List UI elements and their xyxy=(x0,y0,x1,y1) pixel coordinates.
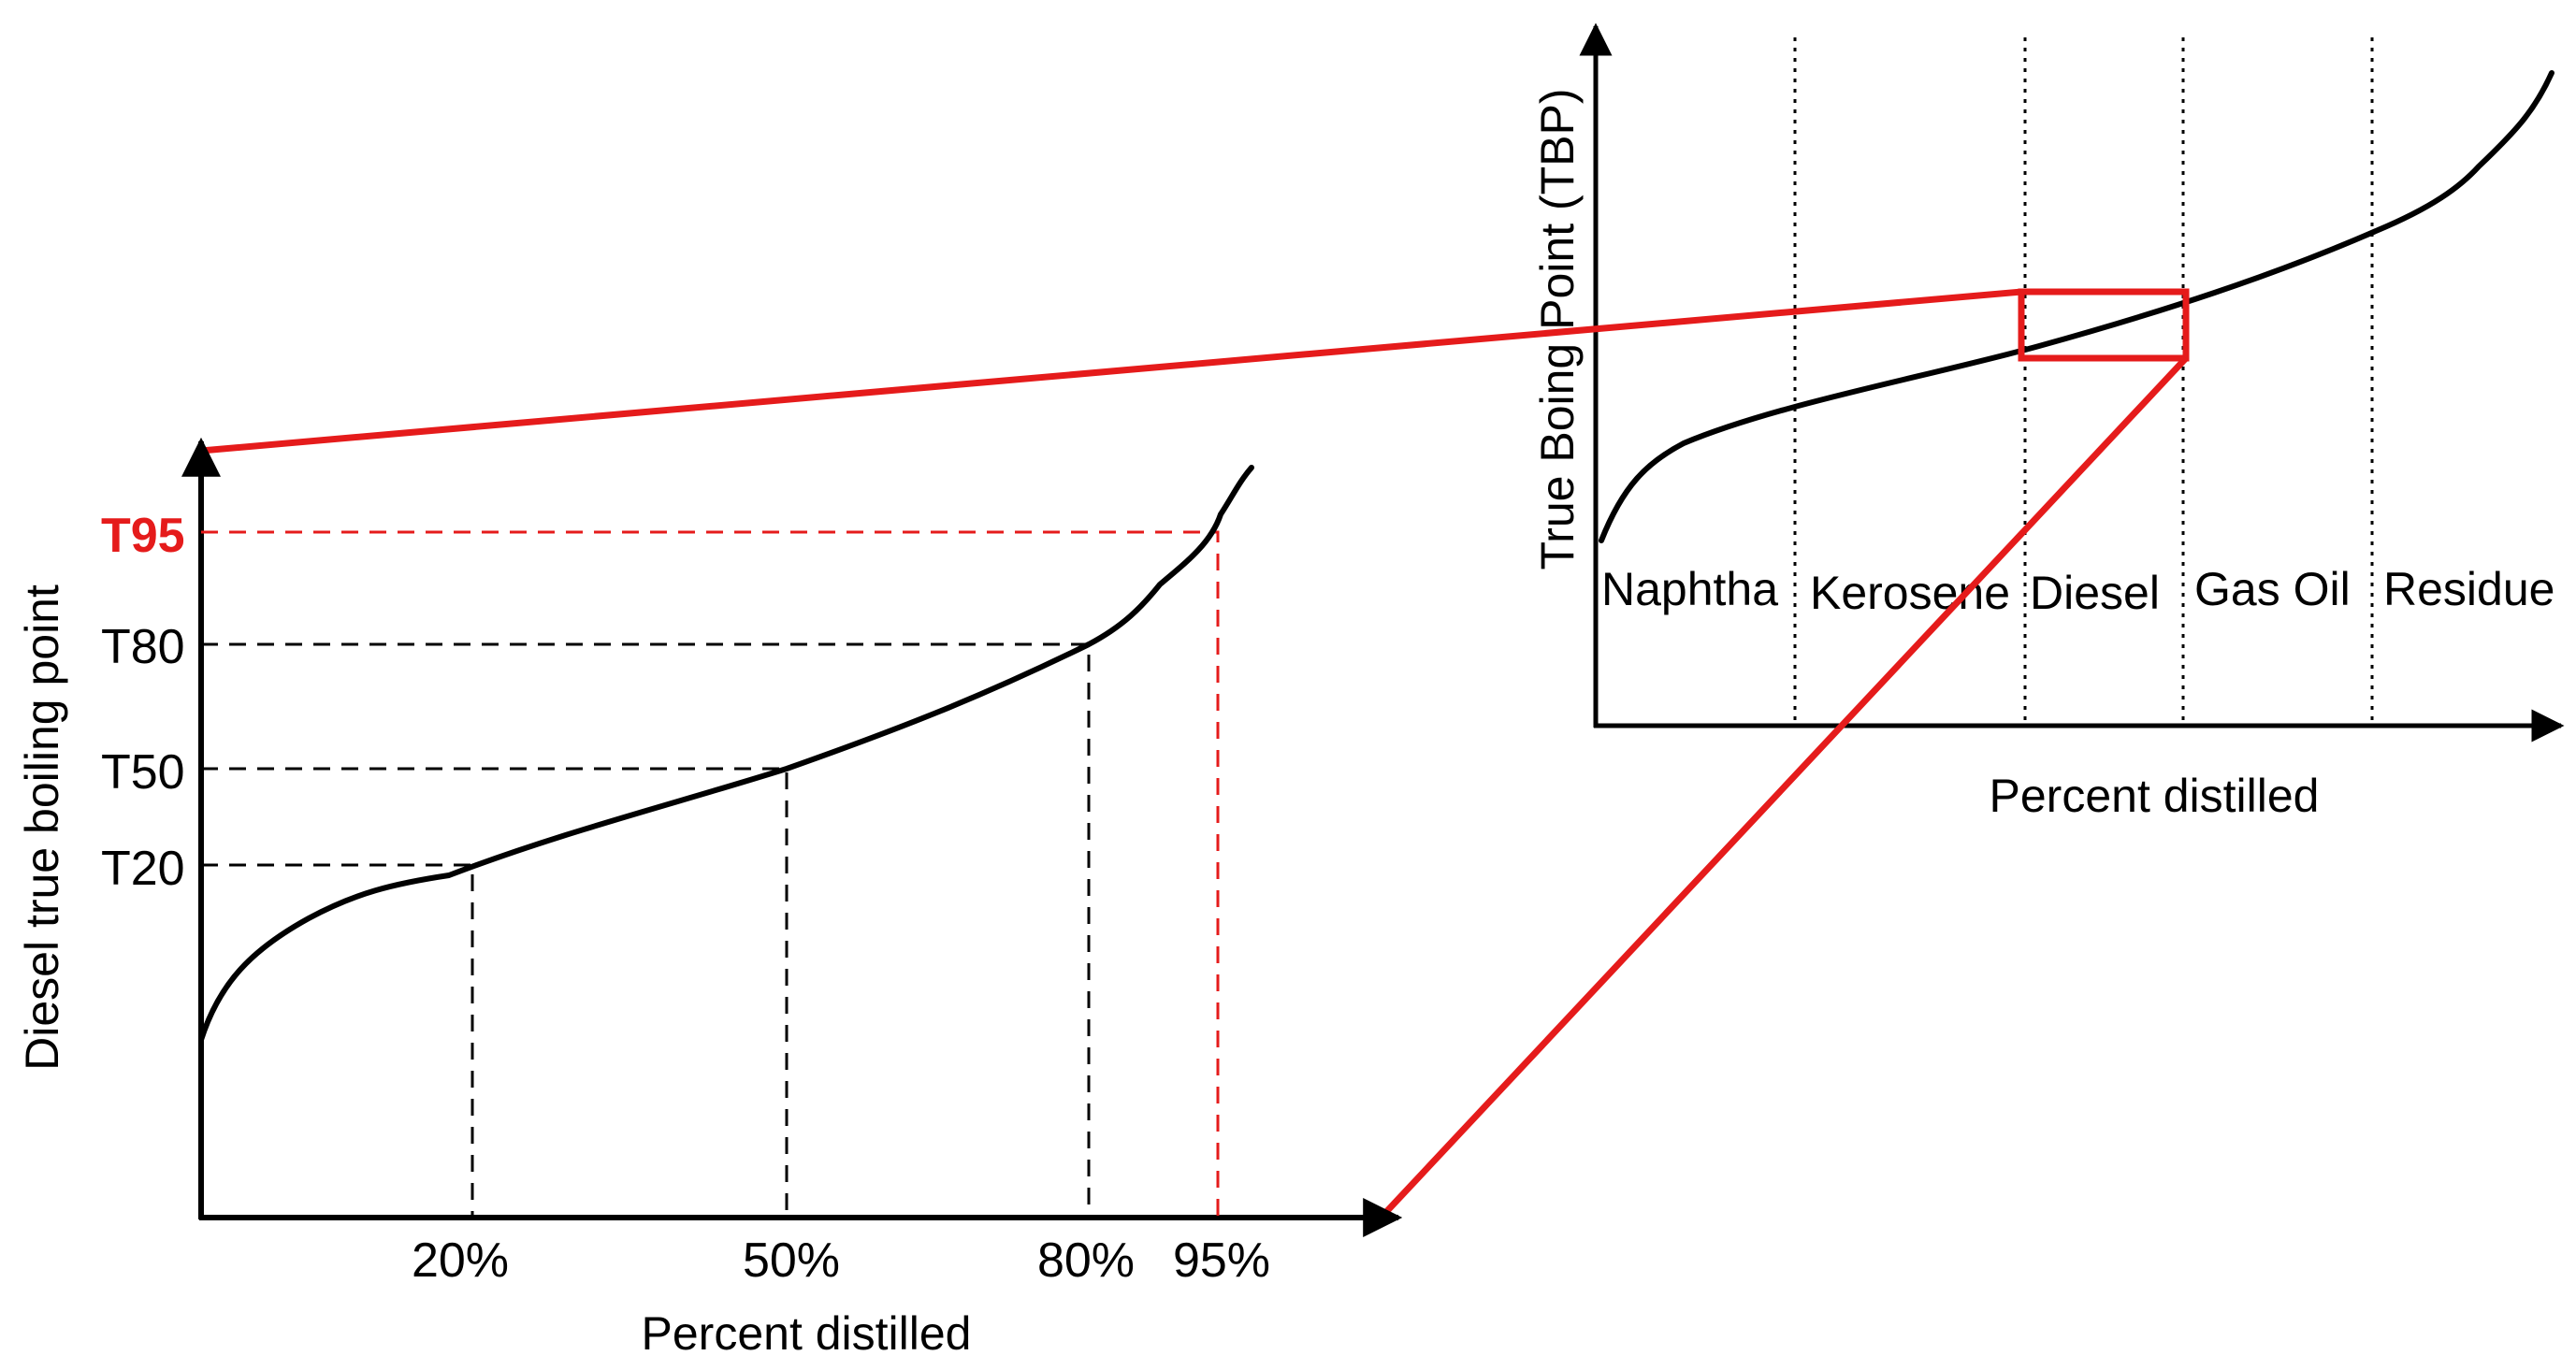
y-tick-t80: T80 xyxy=(101,620,185,674)
y-tick-t50: T50 xyxy=(101,745,185,800)
guide-t50 xyxy=(201,767,789,1218)
zoom-connector-top xyxy=(200,288,2022,454)
detail-tbp-curve xyxy=(198,465,1254,1043)
x-tick-95: 95% xyxy=(1173,1233,1270,1288)
fraction-label-diesel: Diesel xyxy=(2030,567,2160,619)
fraction-label-gas-oil: Gas Oil xyxy=(2194,563,2351,615)
fraction-label-naphtha: Naphtha xyxy=(1601,563,1778,615)
x-tick-20: 20% xyxy=(412,1233,509,1288)
overview-tbp-curve xyxy=(1599,70,2554,543)
detail-y-axis-label: Diesel true boiling point xyxy=(16,584,68,1071)
overview-x-axis-label: Percent distilled xyxy=(1990,770,2320,822)
detail-plot: T95 T80 T50 T20 20% 50% 80% 95% Percent … xyxy=(16,437,1403,1360)
guide-t95 xyxy=(201,530,1220,1218)
y-tick-t95: T95 xyxy=(101,509,185,563)
zoom-rectangle xyxy=(2018,288,2190,362)
fraction-label-residue: Residue xyxy=(2383,563,2554,615)
guide-t20 xyxy=(201,863,474,1218)
x-tick-80: 80% xyxy=(1037,1233,1135,1288)
overview-plot: Naphtha Kerosene Diesel Gas Oil Residue … xyxy=(1531,22,2565,822)
detail-x-axis-label: Percent distilled xyxy=(642,1307,972,1360)
y-tick-t20: T20 xyxy=(101,842,185,896)
zoom-connector-bottom xyxy=(1383,355,2189,1215)
guide-t80 xyxy=(201,642,1091,1218)
x-tick-50: 50% xyxy=(743,1233,840,1288)
fraction-label-kerosene: Kerosene xyxy=(1810,567,2010,619)
